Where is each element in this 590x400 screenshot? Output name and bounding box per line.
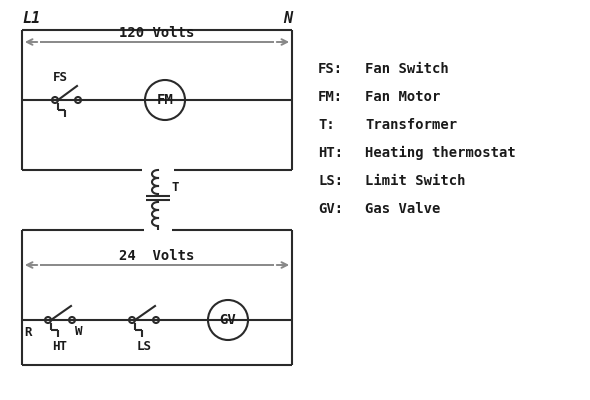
Text: Limit Switch: Limit Switch (365, 174, 466, 188)
Text: HT:: HT: (318, 146, 343, 160)
Text: FM:: FM: (318, 90, 343, 104)
Circle shape (129, 317, 135, 323)
Text: GV:: GV: (318, 202, 343, 216)
Circle shape (69, 317, 75, 323)
Text: GV: GV (219, 313, 237, 327)
Text: T: T (172, 181, 179, 194)
Text: FS: FS (53, 71, 68, 84)
Text: Fan Switch: Fan Switch (365, 62, 449, 76)
Text: FM: FM (156, 93, 173, 107)
Text: LS: LS (136, 340, 152, 353)
Text: 120 Volts: 120 Volts (119, 26, 195, 40)
Text: T:: T: (318, 118, 335, 132)
Circle shape (45, 317, 51, 323)
Text: N: N (283, 11, 292, 26)
Text: Gas Valve: Gas Valve (365, 202, 440, 216)
Text: L1: L1 (22, 11, 40, 26)
Circle shape (52, 97, 58, 103)
Circle shape (153, 317, 159, 323)
Circle shape (75, 97, 81, 103)
Text: LS:: LS: (318, 174, 343, 188)
Text: W: W (75, 325, 83, 338)
Text: R: R (24, 326, 31, 339)
Text: Fan Motor: Fan Motor (365, 90, 440, 104)
Text: FS:: FS: (318, 62, 343, 76)
Text: 24  Volts: 24 Volts (119, 249, 195, 263)
Text: Heating thermostat: Heating thermostat (365, 146, 516, 160)
Text: HT: HT (53, 340, 67, 353)
Text: Transformer: Transformer (365, 118, 457, 132)
